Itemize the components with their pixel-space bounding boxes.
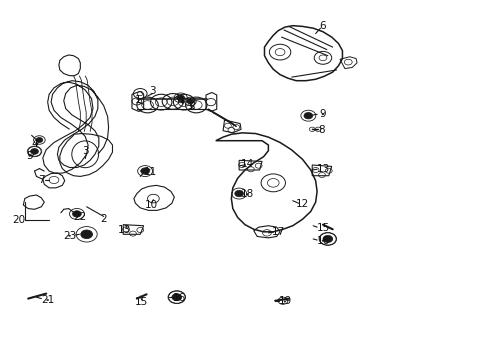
Text: 22: 22 [74,212,87,222]
Circle shape [73,211,81,217]
Circle shape [36,138,43,143]
Text: 13: 13 [118,225,131,235]
Text: 3: 3 [82,146,89,156]
Text: 13: 13 [317,163,330,174]
Circle shape [30,149,38,154]
Text: 3: 3 [149,86,156,96]
Circle shape [47,299,49,301]
Text: 7: 7 [38,175,45,185]
Text: 2: 2 [100,214,107,224]
Text: 21: 21 [41,295,54,305]
Circle shape [81,230,93,239]
Text: 12: 12 [296,199,309,209]
Text: 16: 16 [317,236,330,246]
Circle shape [322,240,324,242]
Text: 6: 6 [319,21,326,31]
Text: 10: 10 [145,200,158,210]
Circle shape [141,168,149,174]
Circle shape [178,297,180,298]
Circle shape [322,113,324,115]
Text: 11: 11 [144,167,157,177]
Circle shape [172,294,182,301]
Text: 8: 8 [318,125,325,135]
Text: 18: 18 [241,189,254,199]
Text: 20: 20 [12,215,25,225]
Text: 5: 5 [26,151,33,161]
Text: 19: 19 [278,296,292,306]
Circle shape [177,95,185,101]
Circle shape [187,99,194,104]
Text: 15: 15 [135,297,148,307]
Text: 1: 1 [134,95,141,105]
Text: 4: 4 [177,96,184,106]
Circle shape [304,112,313,119]
Circle shape [235,190,244,197]
Text: 4: 4 [31,139,38,149]
Circle shape [29,155,30,157]
Text: 23: 23 [63,231,76,241]
Text: 15: 15 [317,223,330,233]
Circle shape [284,301,286,302]
Text: 14: 14 [241,159,254,169]
Text: 9: 9 [319,109,326,119]
Text: 5: 5 [188,102,195,112]
Text: 16: 16 [172,293,186,303]
Circle shape [323,235,333,243]
Text: 17: 17 [271,227,285,237]
Circle shape [246,194,248,195]
Circle shape [69,235,71,237]
